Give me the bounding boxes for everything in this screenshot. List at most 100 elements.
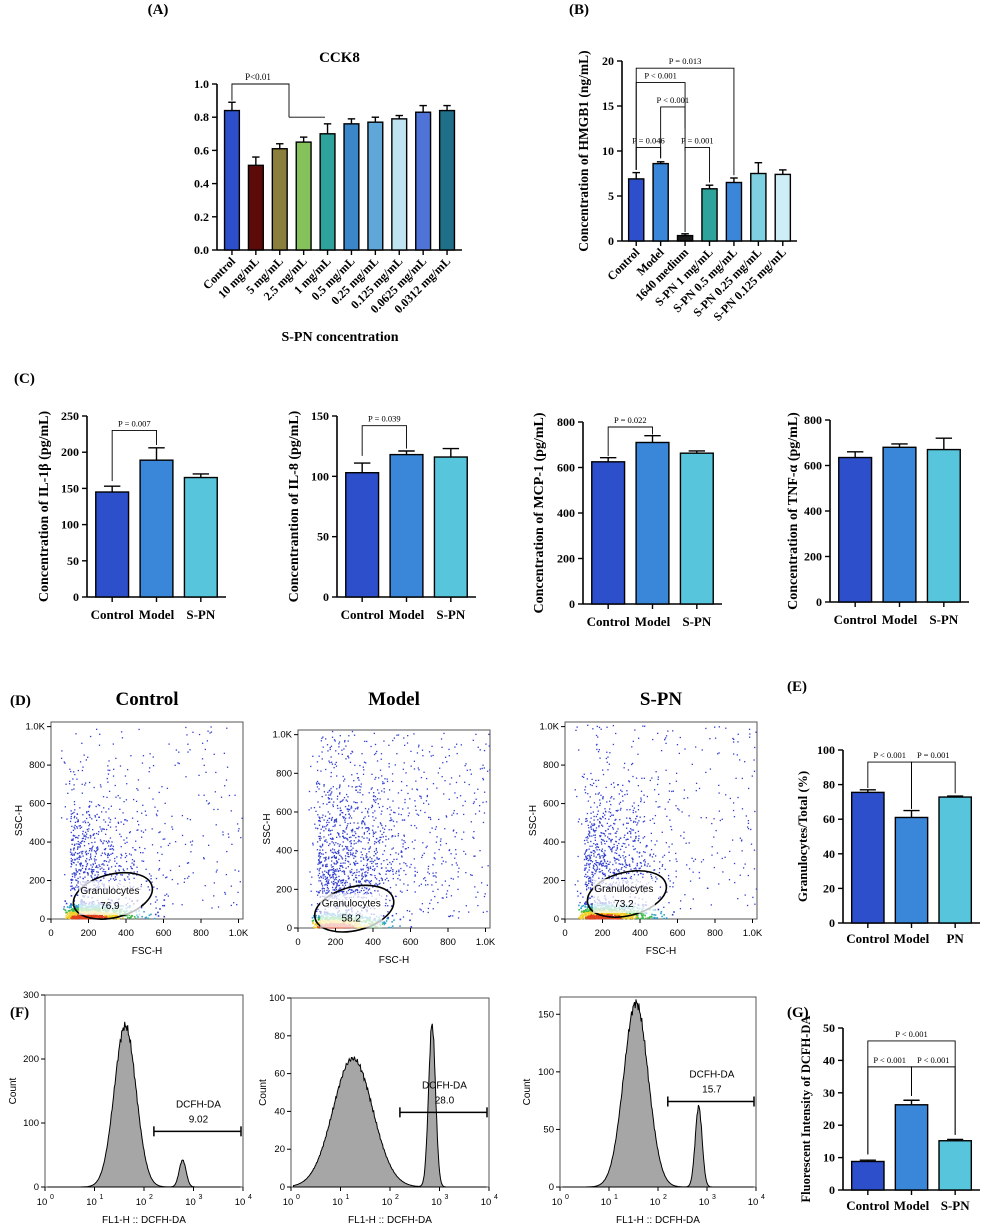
scatter-point [365, 827, 367, 829]
scatter-point [591, 904, 593, 907]
scatter-point [464, 853, 467, 855]
y-tick-label: 200 [276, 884, 292, 895]
scatter-point [65, 911, 68, 914]
scatter-point [415, 827, 418, 829]
scatter-point [84, 838, 87, 840]
scatter-point [317, 919, 320, 921]
scatter-point [357, 822, 359, 824]
scatter-point [478, 804, 481, 807]
scatter-point [474, 813, 477, 815]
scatter-point [78, 843, 81, 846]
scatter-point [612, 912, 615, 915]
scatter-point [326, 889, 328, 892]
scatter-point [330, 876, 333, 879]
scatter-point [158, 867, 161, 870]
scatter-point [436, 787, 438, 789]
gate-label: Granulocytes [80, 886, 139, 897]
scatter-point [333, 862, 335, 864]
scatter-point [382, 781, 384, 783]
y-tick-label: 0 [608, 234, 614, 248]
scatter-point [585, 914, 587, 917]
scatter-point [327, 857, 330, 860]
scatter-point [342, 870, 345, 872]
scatter-point [388, 766, 390, 768]
scatter-point [439, 767, 441, 769]
scatter-point [319, 817, 321, 819]
scatter-point [427, 871, 429, 873]
scatter-point [478, 810, 481, 812]
scatter-point [147, 917, 150, 920]
scatter-point [665, 917, 668, 919]
scatter-point [91, 866, 94, 868]
scatter-point [395, 872, 397, 874]
scatter-point [366, 879, 368, 882]
scatter-point [84, 871, 86, 873]
scatter-point [70, 815, 72, 818]
scatter-point [403, 834, 405, 836]
y-tick-label: 250 [61, 409, 79, 423]
scatter-point [147, 886, 149, 888]
scatter-point [374, 778, 376, 780]
scatter-point [444, 756, 447, 758]
scatter-point [335, 870, 337, 872]
scatter-point [359, 880, 362, 883]
y-axis-label: Granulocytes/Total (%) [795, 771, 810, 902]
scatter-point [466, 769, 468, 771]
scatter-point [108, 845, 110, 847]
scatter-point [353, 843, 355, 845]
scatter-point [397, 734, 400, 736]
scatter-point [83, 834, 85, 836]
scatter-point [660, 912, 662, 915]
scatter-point [486, 884, 488, 886]
scatter-point [71, 852, 73, 854]
scatter-point [151, 828, 153, 830]
scatter-point [424, 877, 426, 879]
scatter-point [339, 867, 341, 870]
scatter-point [231, 843, 233, 845]
scatter-point [181, 834, 184, 837]
scatter-point [343, 796, 346, 799]
scatter-point [340, 855, 342, 858]
scatter-point [463, 831, 465, 833]
scatter-point [316, 849, 319, 851]
scatter-point [64, 762, 66, 764]
scatter-point [356, 772, 358, 775]
scatter-point [413, 858, 415, 860]
scatter-point [327, 829, 330, 832]
scatter-point [151, 881, 153, 883]
scatter-point [437, 772, 440, 774]
significance-bracket [635, 82, 686, 232]
scatter-point [203, 858, 205, 860]
scatter-point [86, 862, 89, 865]
scatter-point [69, 851, 72, 853]
scatter-point [385, 870, 388, 872]
scatter-point [102, 915, 104, 918]
scatter-point [660, 910, 663, 913]
scatter-point [72, 917, 75, 919]
scatter-point [392, 820, 395, 822]
scatter-point [379, 873, 381, 876]
scatter-point [165, 877, 167, 879]
scatter-point [350, 752, 352, 755]
scatter-point [397, 853, 400, 855]
scatter-point [336, 861, 339, 864]
scatter-point [392, 868, 394, 871]
scatter-point [441, 856, 443, 859]
scatter-point [321, 758, 323, 760]
scatter-point [234, 794, 236, 796]
scatter-point [336, 883, 338, 886]
scatter-point [332, 875, 334, 878]
scatter-point [329, 830, 331, 832]
scatter-point [327, 791, 329, 794]
scatter-point [324, 878, 327, 880]
scatter-point [475, 896, 477, 898]
scatter-point [94, 816, 97, 818]
scatter-point [434, 852, 436, 854]
scatter-point [72, 861, 74, 864]
scatter-point [371, 773, 373, 775]
scatter-point [379, 882, 381, 885]
scatter-point [342, 879, 345, 881]
scatter-point [345, 745, 347, 747]
scatter-point [330, 761, 333, 763]
scatter-point [352, 847, 354, 849]
